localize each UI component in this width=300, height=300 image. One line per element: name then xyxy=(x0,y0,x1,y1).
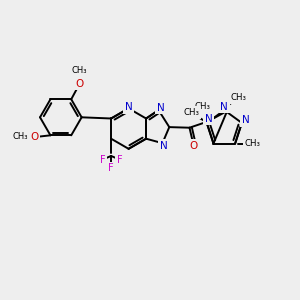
Text: O: O xyxy=(189,141,197,151)
Text: N: N xyxy=(125,102,133,112)
Text: F: F xyxy=(108,164,114,173)
Text: CH₃: CH₃ xyxy=(183,108,199,117)
Text: O: O xyxy=(75,79,84,89)
Text: CH₃: CH₃ xyxy=(72,66,87,75)
Text: O: O xyxy=(30,132,38,142)
Text: F: F xyxy=(100,154,106,164)
Text: F: F xyxy=(117,154,122,164)
Text: CH₃: CH₃ xyxy=(231,93,247,102)
Text: CH₃: CH₃ xyxy=(245,139,261,148)
Text: N: N xyxy=(242,115,249,125)
Text: N: N xyxy=(220,102,228,112)
Text: CH₃: CH₃ xyxy=(12,132,28,141)
Text: CH₃: CH₃ xyxy=(194,102,210,111)
Text: N: N xyxy=(157,103,165,113)
Text: N: N xyxy=(205,114,213,124)
Text: N: N xyxy=(160,141,168,151)
